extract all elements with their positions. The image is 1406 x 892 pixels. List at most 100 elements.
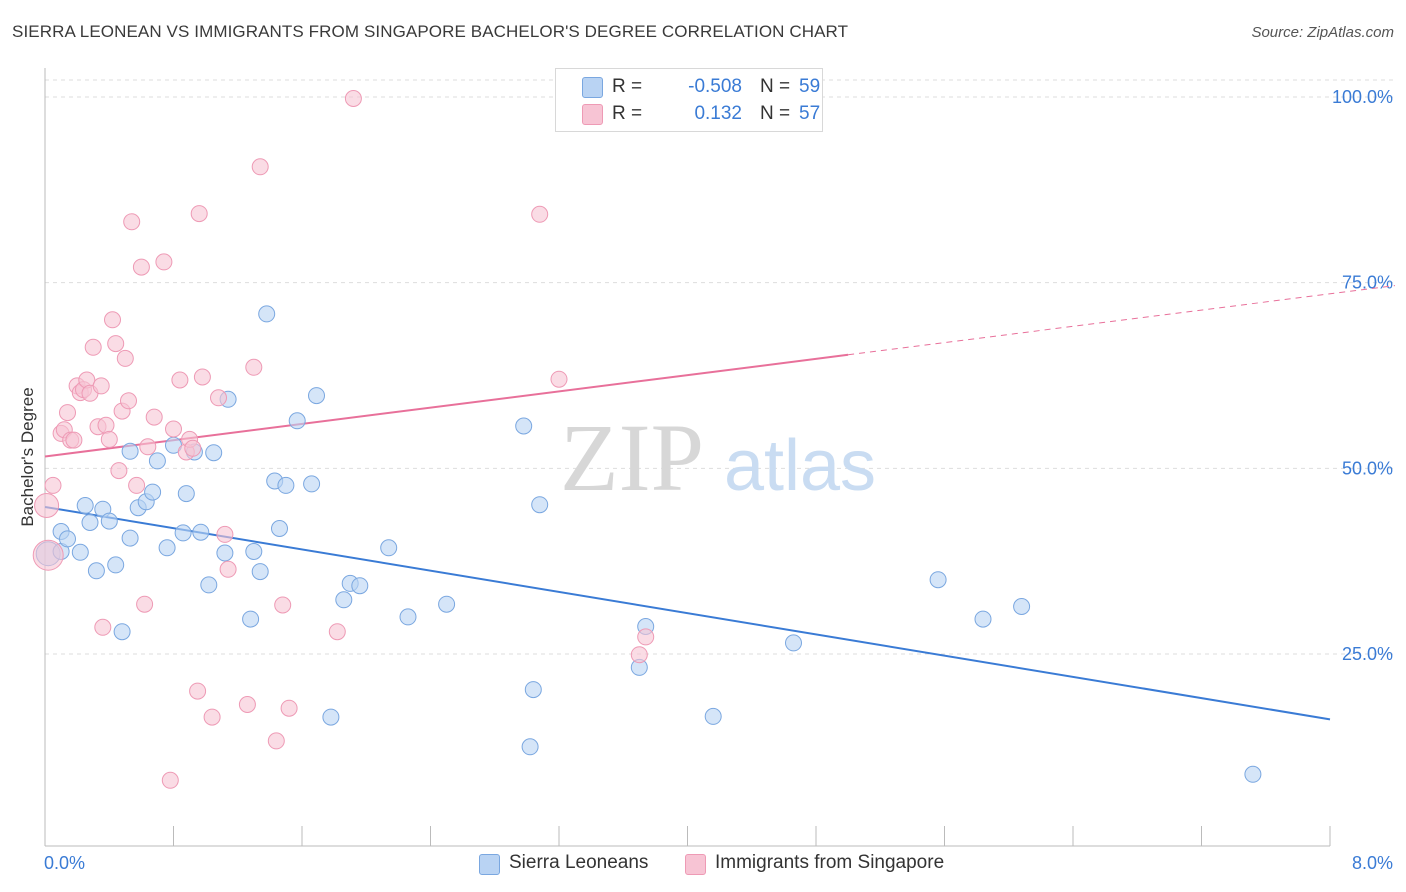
x-tick-label-max: 8.0% [1352, 853, 1393, 873]
singapore-point [219, 560, 237, 578]
sierra-leonean-point [515, 417, 533, 435]
singapore-point [65, 431, 83, 449]
sierra-leonean-point [121, 442, 139, 460]
singapore-point [203, 708, 221, 726]
singapore-point [136, 595, 154, 613]
sierra-leonean-point [148, 452, 166, 470]
singapore-point [139, 438, 157, 456]
trendline-sierra-leoneans [44, 505, 1331, 721]
y-tick-label: 75.0% [1342, 273, 1393, 293]
sierra-leonean-point [121, 529, 139, 547]
singapore-point [107, 335, 125, 353]
legend-r-value: 0.132 [694, 103, 742, 124]
sierra-leonean-point [521, 738, 539, 756]
sierra-leonean-point [216, 544, 234, 562]
singapore-point [245, 358, 263, 376]
bottom-legend-label: Immigrants from Singapore [715, 852, 945, 873]
singapore-point [59, 404, 76, 422]
singapore-point [550, 370, 568, 388]
singapore-point [145, 408, 163, 426]
sierra-leonean-point [524, 681, 542, 699]
sierra-leonean-point [76, 497, 94, 514]
legend-n-label: N = [760, 76, 791, 97]
sierra-leonean-point [59, 530, 76, 548]
bottom-legend-label: Sierra Leoneans [509, 852, 649, 873]
singapore-point [280, 699, 298, 717]
singapore-point [123, 213, 141, 231]
bottom-legend-swatch-pink [685, 854, 706, 875]
watermark-atlas: atlas [724, 426, 876, 506]
legend-n-label: N = [760, 103, 791, 124]
chart-title: SIERRA LEONEAN VS IMMIGRANTS FROM SINGAP… [12, 22, 849, 41]
singapore-point [128, 476, 146, 494]
singapore-point [216, 525, 234, 543]
y-tick-label: 50.0% [1342, 458, 1393, 478]
legend-r-label: R = [612, 76, 643, 97]
trendline-singapore-extension [848, 285, 1396, 356]
singapore-point [110, 462, 128, 480]
sierra-leonean-point [107, 556, 125, 574]
legend: R = -0.508 N = 59 R = 0.132 N = 57 [555, 68, 823, 132]
sierra-leonean-point [251, 563, 269, 581]
sierra-leonean-point [113, 623, 131, 641]
singapore-point [92, 377, 110, 395]
watermark: ZIP atlas [560, 404, 876, 511]
sierra-leonean-point [258, 305, 276, 323]
legend-r-label: R = [612, 103, 643, 124]
sierra-leonean-point [704, 707, 722, 725]
bottom-legend: Sierra Leoneans Immigrants from Singapor… [0, 852, 1406, 878]
legend-n-value: 59 [799, 76, 821, 97]
sierra-leonean-point [1013, 598, 1031, 615]
sierra-leonean-point [200, 576, 218, 594]
y-tick-label: 25.0% [1342, 644, 1393, 664]
singapore-point [94, 618, 112, 636]
singapore-point [120, 392, 137, 410]
sierra-leonean-point [288, 412, 306, 430]
singapore-point [637, 628, 655, 646]
singapore-point [190, 205, 208, 223]
singapore-point [116, 349, 134, 367]
singapore-point [274, 596, 292, 614]
singapore-point [193, 368, 211, 386]
watermark-zip: ZIP [560, 404, 704, 511]
source-credit: Source: ZipAtlas.com [1251, 24, 1394, 41]
singapore-point [97, 416, 115, 434]
sierra-leonean-point [438, 595, 456, 613]
singapore-point [210, 389, 227, 407]
singapore-point [104, 311, 121, 329]
sierra-leonean-point [322, 708, 340, 726]
legend-r-value: -0.508 [688, 76, 742, 97]
sierra-leonean-point [158, 539, 176, 557]
x-tick-label-min: 0.0% [44, 853, 85, 873]
singapore-point [161, 771, 179, 789]
y-tick-labels: 25.0% 50.0% 75.0% 100.0% [1332, 87, 1393, 664]
singapore-point [171, 371, 189, 389]
sierra-leonean-point [1244, 765, 1262, 783]
points [32, 90, 1262, 789]
sierra-leonean-point [71, 543, 89, 561]
x-tick-labels: 0.0% 8.0% [44, 853, 1393, 873]
bottom-legend-swatch-blue [479, 854, 500, 875]
singapore-point [251, 158, 269, 176]
sierra-leonean-point [308, 387, 325, 405]
legend-swatch-blue [582, 77, 603, 98]
singapore-point [184, 439, 202, 457]
sierra-leonean-point [174, 524, 192, 542]
singapore-point [44, 476, 62, 494]
sierra-leonean-point [205, 444, 223, 462]
singapore-point [630, 646, 648, 664]
sierra-leonean-point [380, 539, 398, 557]
y-tick-label: 100.0% [1332, 87, 1393, 107]
singapore-point [100, 430, 118, 448]
legend-swatch-pink [582, 104, 603, 125]
sierra-leonean-point [271, 520, 288, 537]
sierra-leonean-point [87, 562, 105, 580]
sierra-leonean-point [531, 496, 549, 514]
sierra-leonean-point [929, 571, 947, 589]
axes [44, 68, 1331, 847]
sierra-leonean-point [81, 514, 99, 531]
singapore-point [189, 682, 207, 700]
singapore-point [132, 258, 150, 276]
singapore-point [34, 493, 60, 518]
